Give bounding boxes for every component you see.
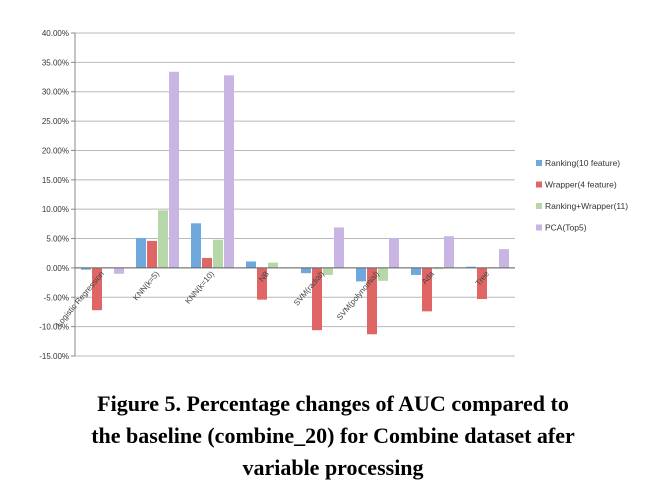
bar: [169, 71, 179, 268]
figure-caption: Figure 5. Percentage changes of AUC comp…: [0, 388, 666, 484]
y-tick-label: -5.00%: [44, 293, 69, 302]
bar: [301, 267, 311, 274]
bar: [411, 267, 421, 275]
legend-swatch: [536, 181, 542, 188]
bar: [312, 267, 322, 331]
bar: [158, 210, 168, 268]
y-tick-label: 35.00%: [42, 58, 69, 67]
legend-label: PCA(Top5): [545, 223, 587, 233]
y-tick-label: 20.00%: [42, 146, 69, 155]
y-tick-label: 5.00%: [46, 235, 69, 244]
bar: [356, 267, 366, 282]
bar-chart-svg: -15.00% -10.00% -5.00% 0.00% 5.00% 10.00% 15.0…: [39, 29, 628, 361]
chart: -15.00% -10.00% -5.00% 0.00% 5.00% 10.00% 15.0…: [39, 29, 628, 361]
legend-label: Ranking+Wrapper(11): [545, 201, 628, 211]
bar: [422, 267, 432, 312]
bar: [92, 267, 102, 311]
caption-line-1: Figure 5. Percentage changes of AUC comp…: [97, 391, 569, 416]
y-tick-label: -10.00%: [39, 323, 69, 332]
bar: [477, 267, 487, 300]
y-tick-label: 0.00%: [46, 264, 69, 273]
bar: [466, 266, 476, 268]
bar: [136, 237, 146, 268]
legend-label: Wrapper(4 feature): [545, 180, 617, 190]
bar: [499, 249, 509, 268]
bar: [246, 261, 256, 268]
bar: [323, 267, 333, 275]
category-label: KNN(k=10): [184, 269, 217, 306]
y-tick-label: 25.00%: [42, 117, 69, 126]
bar: [114, 267, 124, 274]
bar: [147, 240, 157, 268]
y-tick-label: 40.00%: [42, 29, 69, 38]
bar: [257, 267, 267, 300]
bar: [202, 257, 212, 268]
legend-swatch: [536, 224, 542, 231]
y-tick-label: 15.00%: [42, 176, 69, 185]
caption-line-3: variable processing: [242, 455, 424, 480]
caption-line-2: the baseline (combine_20) for Combine da…: [91, 423, 575, 448]
bar: [334, 227, 344, 268]
legend-label: Ranking(10 feature): [545, 158, 620, 168]
bar: [213, 239, 223, 268]
legend-swatch: [536, 203, 542, 209]
bar: [389, 237, 399, 268]
bar: [378, 267, 388, 281]
bar: [433, 267, 443, 270]
bar: [444, 236, 454, 268]
bar: [81, 267, 91, 270]
legend-swatch: [536, 160, 542, 166]
bar: [191, 223, 201, 268]
y-tick-label: -15.00%: [39, 352, 69, 361]
bar: [268, 262, 278, 268]
bar: [224, 75, 234, 268]
y-tick-label: 10.00%: [42, 205, 69, 214]
category-label: Tree: [474, 269, 492, 288]
y-tick-label: 30.00%: [42, 88, 69, 97]
bar: [367, 267, 377, 335]
